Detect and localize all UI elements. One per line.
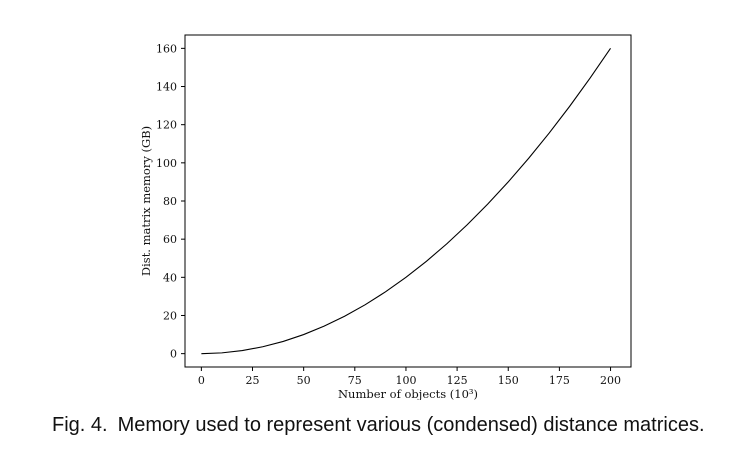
figure-number: Fig. 4.: [52, 414, 108, 436]
y-tick-label: 20: [163, 309, 177, 322]
x-tick-label: 175: [549, 374, 570, 387]
x-tick-label: 150: [498, 374, 519, 387]
x-axis-label: Number of objects (10³): [338, 387, 478, 400]
x-tick-label: 75: [348, 374, 362, 387]
y-tick-label: 40: [163, 271, 177, 284]
x-axis-ticks: 0 25 50 75 100 125 150 175 200: [198, 367, 621, 387]
figure-caption: Fig. 4. Memory used to represent various …: [52, 414, 705, 437]
x-tick-label: 50: [297, 374, 311, 387]
x-tick-label: 125: [447, 374, 468, 387]
y-tick-label: 120: [156, 119, 177, 132]
caption-text: Memory used to represent various (conden…: [117, 414, 705, 436]
y-tick-label: 60: [163, 233, 177, 246]
series-line: [201, 48, 611, 355]
x-tick-label: 100: [395, 374, 416, 387]
x-tick-label: 0: [198, 374, 205, 387]
memory-chart: 0 25 50 75 100 125 150 175 200 0 20 40 60 80 100 120 14…: [139, 34, 632, 400]
y-tick-label: 140: [156, 81, 177, 94]
x-tick-label: 200: [600, 374, 621, 387]
y-tick-label: 0: [170, 348, 177, 361]
y-tick-label: 160: [156, 42, 177, 55]
y-axis-ticks: 0 20 40 60 80 100 120 140 160: [156, 42, 185, 361]
y-tick-label: 80: [163, 195, 177, 208]
plot-frame: [184, 34, 632, 368]
x-tick-label: 25: [246, 374, 260, 387]
y-tick-label: 100: [156, 157, 177, 170]
y-axis-label: Dist. matrix memory (GB): [139, 126, 153, 276]
